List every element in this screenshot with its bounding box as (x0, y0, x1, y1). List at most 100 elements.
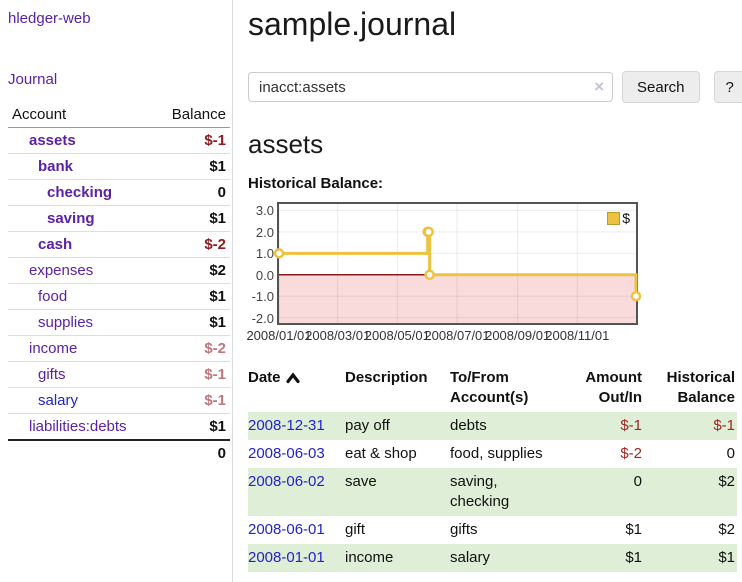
chart-canvas (273, 204, 642, 323)
chart-title: Historical Balance: (248, 175, 384, 192)
y-axis-tick-label: 0.0 (255, 267, 274, 283)
account-balance: $-2 (155, 231, 230, 258)
account-balance: $1 (155, 413, 230, 440)
account-row: income $-2 (8, 335, 230, 362)
account-row: salary $-1 (8, 387, 230, 414)
clear-search-icon[interactable]: × (594, 77, 604, 96)
account-link[interactable]: salary (38, 392, 79, 409)
account-row: saving $1 (8, 205, 230, 232)
account-balance: $1 (155, 309, 230, 336)
register-col-accounts: To/From Account(s) (450, 369, 529, 406)
register-amount-cell: $1 (625, 521, 642, 538)
account-row: checking 0 (8, 179, 230, 206)
account-balance: $-2 (155, 335, 230, 362)
account-balance: $-1 (155, 387, 230, 414)
register-amount-cell: $1 (560, 544, 644, 572)
y-axis-tick-label: -2.0 (251, 310, 274, 326)
account-row: cash $-2 (8, 231, 230, 258)
register-date-link[interactable]: 2008-01-01 (248, 549, 325, 566)
register-row: 2008-06-02 save saving, checking 0 $2 (248, 468, 737, 516)
register-description-cell: pay off (345, 412, 450, 440)
accounts-total-value: 0 (155, 439, 230, 466)
y-axis-tick-label: 2.0 (255, 224, 274, 240)
register-col-description: Description (345, 369, 428, 386)
account-row: gifts $-1 (8, 361, 230, 388)
chart-legend: $ (607, 210, 630, 226)
account-link[interactable]: saving (47, 210, 95, 227)
register-col-date[interactable]: Date (248, 364, 345, 412)
accounts-table: Account Balance assets $-1 bank $1 checking 0… (8, 103, 230, 466)
x-axis-tick-label: 2008/09/01 (485, 328, 551, 343)
register-date-link[interactable]: 2008-06-01 (248, 521, 325, 538)
register-accounts-cell: gifts (450, 521, 478, 538)
brand-link[interactable]: hledger-web (8, 10, 91, 27)
y-axis-tick-label: 1.0 (255, 246, 274, 262)
register-date-cell: 2008-01-01 (248, 544, 345, 572)
register-description-cell: gift (345, 521, 366, 538)
register-date-cell: 2008-06-01 (248, 516, 345, 544)
legend-swatch (607, 211, 621, 225)
account-balance: $1 (155, 153, 230, 180)
account-link[interactable]: checking (47, 184, 113, 201)
account-row: supplies $1 (8, 309, 230, 336)
main-panel: sample.journal × Search ? assets Histori… (246, 0, 742, 572)
register-accounts-cell: debts (450, 412, 560, 440)
account-link[interactable]: cash (38, 236, 73, 253)
account-link[interactable]: supplies (38, 314, 94, 331)
register-amount-cell: $-2 (620, 445, 642, 462)
register-accounts-cell: salary (450, 544, 560, 572)
register-row: 2008-06-01 gift gifts $1 $2 (248, 516, 737, 544)
accounts-col-account: Account (8, 103, 156, 128)
register-date-link[interactable]: 2008-06-03 (248, 445, 325, 462)
account-link[interactable]: gifts (38, 366, 66, 383)
account-row: assets $-1 (8, 128, 230, 154)
register-date-cell: 2008-06-03 (248, 440, 345, 468)
legend-label: $ (622, 210, 630, 226)
register-amount-cell: 0 (560, 468, 644, 516)
search-input[interactable] (248, 72, 613, 102)
account-link[interactable]: assets (29, 132, 76, 149)
account-row: food $1 (8, 283, 230, 310)
register-accounts-cell: food, supplies (450, 445, 543, 462)
register-date-cell: 2008-06-02 (248, 468, 345, 516)
register-row: 2008-06-03 eat & shop food, supplies $-2 0 (248, 440, 737, 468)
account-link[interactable]: income (29, 340, 78, 357)
register-date-link[interactable]: 2008-12-31 (248, 417, 325, 434)
register-col-amount: Amount Out/In (585, 369, 642, 406)
sidebar: hledger-web Journal Account Balance asse… (0, 0, 233, 582)
register-balance-cell: $-1 (644, 412, 737, 440)
account-balance: 0 (155, 179, 230, 206)
search-button[interactable]: Search (622, 71, 700, 103)
y-axis-tick-label: -1.0 (251, 289, 274, 305)
account-balance: $1 (155, 205, 230, 232)
account-link[interactable]: food (38, 288, 68, 305)
register-row: 2008-12-31 pay off debts $-1 $-1 (248, 412, 737, 440)
register-row: 2008-01-01 income salary $1 $1 (248, 544, 737, 572)
register-date-cell: 2008-12-31 (248, 412, 345, 440)
historical-balance-chart: $ 3.0 2.0 1.0 0.0 -1.0 -2.0 2008/01/01 2008/03/… (246, 202, 737, 348)
register-date-link[interactable]: 2008-06-02 (248, 473, 325, 490)
register-table: Date Description To/From Account(s) Amou… (248, 364, 737, 572)
account-link[interactable]: bank (38, 158, 74, 175)
account-balance: $1 (155, 283, 230, 310)
nav-journal-link[interactable]: Journal (8, 71, 58, 88)
x-axis-tick-label: 2008/11/01 (545, 328, 610, 343)
account-link[interactable]: liabilities:debts (29, 418, 127, 435)
register-description-cell: income (345, 544, 450, 572)
register-balance-cell: $2 (644, 468, 737, 516)
help-button[interactable]: ? (713, 71, 742, 103)
account-balance: $-1 (204, 132, 226, 149)
account-link[interactable]: expenses (29, 262, 94, 279)
x-axis-tick-label: 2008/01/01 (246, 328, 312, 343)
register-description-cell: save (345, 468, 450, 516)
register-balance-cell: $2 (718, 521, 735, 538)
x-axis-tick-label: 2008/03/01 (305, 328, 371, 343)
account-row: liabilities:debts $1 (8, 413, 230, 440)
account-balance: $2 (155, 257, 230, 284)
register-accounts-cell: saving, checking (450, 468, 560, 516)
register-col-balance: Historical Balance (666, 369, 735, 406)
register-description-cell: eat & shop (345, 445, 417, 462)
account-row: expenses $2 (8, 257, 230, 284)
register-balance-cell: $1 (644, 544, 737, 572)
x-axis-tick-label: 2008/07/01 (424, 328, 490, 343)
